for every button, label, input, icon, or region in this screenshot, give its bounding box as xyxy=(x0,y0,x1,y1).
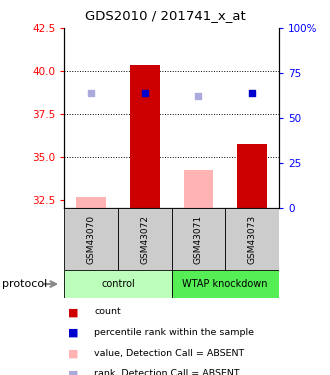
Bar xyxy=(64,208,118,270)
Text: GSM43071: GSM43071 xyxy=(194,214,203,264)
Bar xyxy=(225,208,279,270)
Bar xyxy=(64,270,172,298)
Text: GSM43070: GSM43070 xyxy=(87,214,96,264)
Point xyxy=(142,90,148,96)
Text: WTAP knockdown: WTAP knockdown xyxy=(182,279,268,289)
Text: ■: ■ xyxy=(68,349,78,359)
Bar xyxy=(172,208,225,270)
Text: protocol: protocol xyxy=(2,279,47,289)
Text: ■: ■ xyxy=(68,369,78,375)
Point xyxy=(249,90,255,96)
Bar xyxy=(172,270,279,298)
Bar xyxy=(130,65,159,208)
Bar xyxy=(77,198,106,208)
Bar xyxy=(237,144,267,208)
Bar xyxy=(118,208,172,270)
Bar xyxy=(184,170,213,208)
Text: control: control xyxy=(101,279,135,289)
Text: value, Detection Call = ABSENT: value, Detection Call = ABSENT xyxy=(94,349,244,358)
Text: GSM43073: GSM43073 xyxy=(248,214,256,264)
Text: ■: ■ xyxy=(68,328,78,338)
Point xyxy=(88,90,94,96)
Text: GSM43072: GSM43072 xyxy=(140,214,149,264)
Point xyxy=(196,93,201,99)
Text: percentile rank within the sample: percentile rank within the sample xyxy=(94,328,254,337)
Text: rank, Detection Call = ABSENT: rank, Detection Call = ABSENT xyxy=(94,369,240,375)
Text: ■: ■ xyxy=(68,308,78,318)
Text: GDS2010 / 201741_x_at: GDS2010 / 201741_x_at xyxy=(84,9,246,22)
Text: count: count xyxy=(94,308,121,316)
